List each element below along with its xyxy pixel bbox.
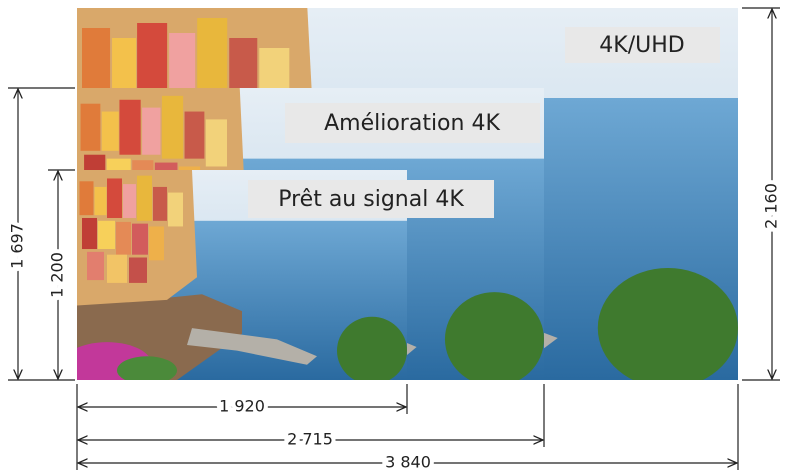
width-uhd: 3 840 <box>385 453 431 472</box>
height-uhd: 2 160 <box>762 183 781 229</box>
width-ready: 1 920 <box>219 397 265 416</box>
width-enhanced: 2 715 <box>287 430 333 449</box>
enhanced-label: Amélioration 4K <box>324 111 500 136</box>
ready-label: Prêt au signal 4K <box>278 187 464 212</box>
enhanced-label-box <box>285 103 540 143</box>
uhd-label-box <box>565 27 720 63</box>
height-ready: 1 200 <box>48 252 67 298</box>
ready-label-box <box>248 180 494 218</box>
uhd-label: 4K/UHD <box>599 33 684 58</box>
height-enhanced: 1 697 <box>8 223 27 269</box>
dimension-lines <box>8 7 780 470</box>
